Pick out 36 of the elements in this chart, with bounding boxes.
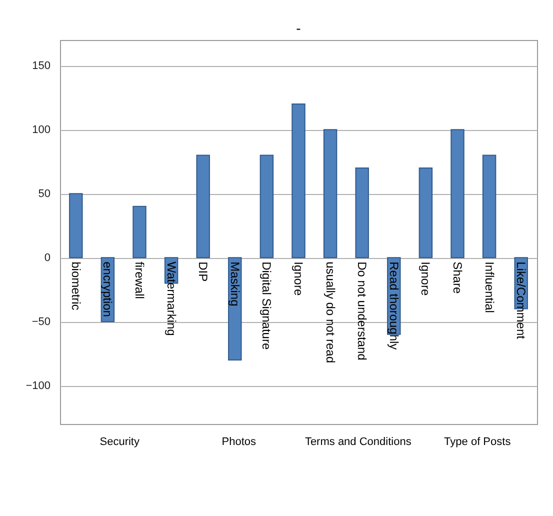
x-tick-label: Watermarking [164, 262, 178, 336]
bar [450, 129, 464, 258]
bar [292, 104, 306, 258]
x-tick-label: Do not understand [355, 262, 370, 360]
text: Security [100, 436, 140, 448]
bar [418, 168, 433, 258]
x-tick-label: biometric [68, 262, 83, 310]
x-tick-label: firewall [132, 262, 146, 299]
text: Type of Posts [444, 436, 512, 448]
y-tick-label: 150 [32, 60, 50, 72]
x-tick-label: usually do not read [323, 262, 338, 364]
x-tick-label: DIP [196, 262, 210, 282]
x-tick-label: Share [450, 262, 464, 294]
x-tick-label: Ignore [418, 262, 433, 296]
text: Photos [222, 436, 256, 448]
x-tick-label: Digital Signature [260, 262, 274, 350]
y-tick-label: −100 [26, 380, 50, 392]
chart-title: - [296, 20, 302, 36]
y-tick-label: 50 [38, 188, 50, 200]
y-tick-label: 0 [44, 252, 50, 264]
x-tick-label: Influential [482, 262, 496, 313]
x-tick-label: Masking [228, 262, 242, 306]
x-tick-label: Like/Comment [514, 262, 528, 340]
bar [482, 154, 496, 258]
x-tick-label: Read thoroughly [386, 262, 401, 350]
y-tick-label: 100 [32, 124, 50, 136]
bar [355, 168, 369, 258]
y-tick-label: −50 [32, 316, 50, 328]
bar [196, 154, 210, 258]
x-tick-label: Ignore [292, 262, 306, 296]
bar [260, 154, 274, 258]
bar [69, 193, 83, 258]
bar [323, 129, 338, 258]
text: Terms and Conditions [304, 436, 412, 448]
x-tick-label: encryption [100, 262, 115, 317]
bar [132, 206, 146, 258]
